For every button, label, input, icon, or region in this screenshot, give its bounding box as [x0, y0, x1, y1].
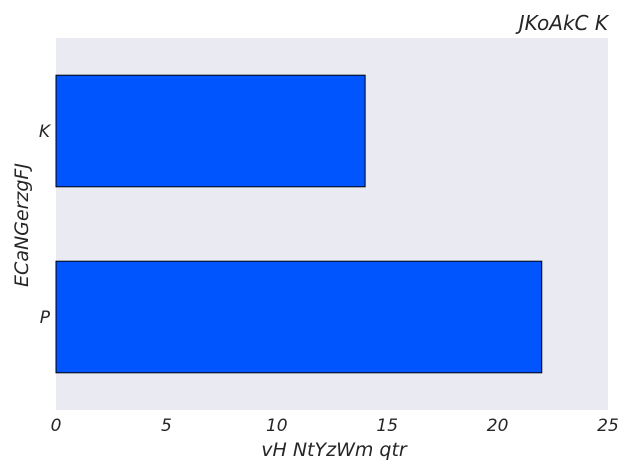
x-tick-label: 25: [597, 416, 619, 436]
x-tick-label: 20: [487, 416, 509, 436]
bar-K: [55, 74, 366, 188]
y-category-label: K: [39, 122, 52, 142]
y-axis-label: ECaNGerzgFJ: [11, 163, 33, 287]
x-axis-label: vH NtYzWm qtr: [261, 439, 408, 461]
x-tick-label: 0: [51, 416, 62, 436]
x-tick-label: 10: [266, 416, 288, 436]
bar-group: [55, 74, 543, 374]
x-tick-label: 15: [376, 416, 398, 436]
y-category-labels: PK: [39, 122, 52, 328]
bar-P: [55, 260, 543, 374]
x-tick-label: 5: [161, 416, 172, 436]
x-tick-labels: 0 5 10 15 20 25: [51, 416, 619, 436]
chart-title: JKoAkC K: [515, 11, 610, 35]
y-category-label: P: [40, 308, 51, 328]
